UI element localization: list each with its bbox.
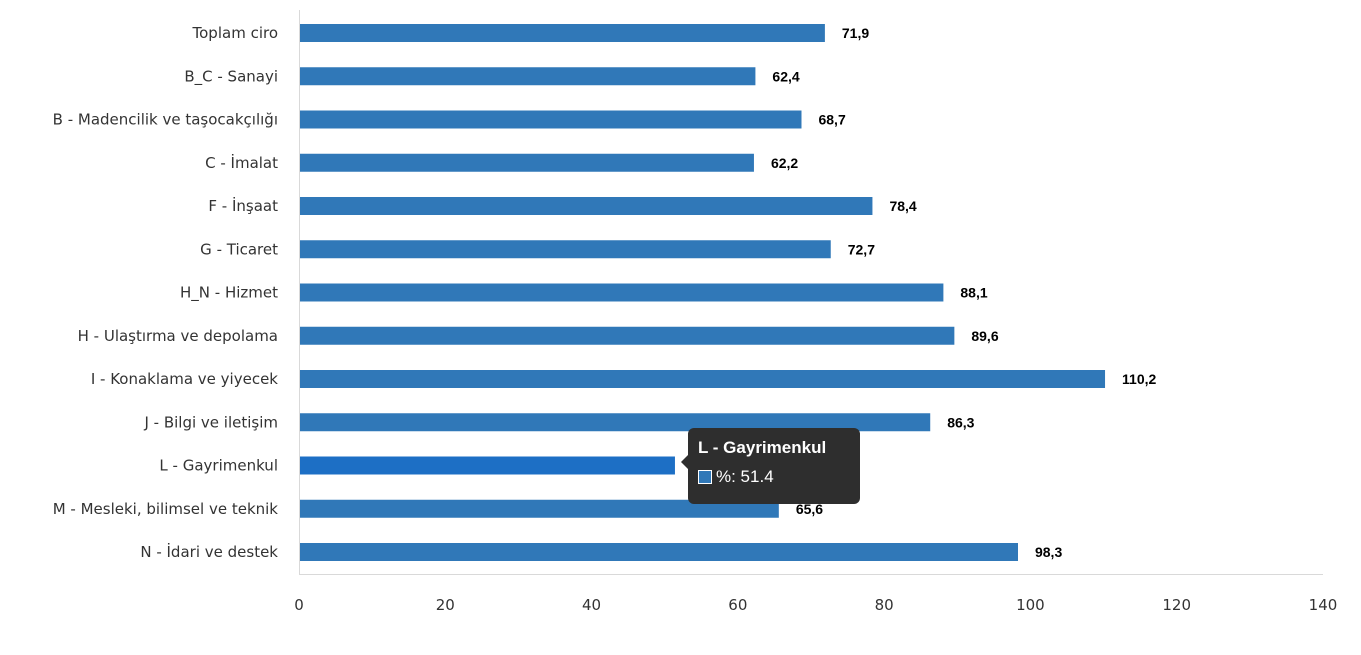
bar <box>300 67 756 86</box>
data-label: 78,4 <box>889 198 916 214</box>
data-label: 62,2 <box>771 155 798 171</box>
x-tick-label: 0 <box>294 596 304 614</box>
tooltip-title: L - Gayrimenkul <box>698 438 827 457</box>
bar <box>300 413 931 432</box>
data-label: 88,1 <box>960 285 987 301</box>
data-label: 62,4 <box>772 68 799 84</box>
category-label: F - İnşaat <box>208 196 278 215</box>
data-label: 86,3 <box>947 414 974 430</box>
category-label: H_N - Hizmet <box>180 284 278 303</box>
bar <box>300 456 675 475</box>
category-label: M - Mesleki, bilimsel ve teknik <box>53 500 279 518</box>
bar <box>300 197 873 215</box>
data-label: 72,7 <box>848 241 875 257</box>
x-tick-label: 100 <box>1016 596 1045 614</box>
x-tick-label: 40 <box>582 596 601 614</box>
data-label: 65,6 <box>796 501 823 517</box>
tooltip-series-swatch <box>698 470 712 484</box>
chart-tooltip: L - Gayrimenkul %: 51.4 <box>681 428 860 504</box>
data-label: 68,7 <box>818 112 845 128</box>
bar <box>300 153 754 172</box>
x-tick-label: 120 <box>1162 596 1191 614</box>
x-tick-label: 20 <box>436 596 455 614</box>
category-label: B - Madencilik ve taşocakçılığı <box>53 111 278 129</box>
data-label: 110,2 <box>1122 371 1156 387</box>
bar <box>300 110 802 129</box>
x-tick-label: 80 <box>875 596 894 614</box>
tooltip-value: %: 51.4 <box>716 467 774 486</box>
data-label: 89,6 <box>971 328 998 344</box>
bar <box>300 499 779 518</box>
tooltip-value-row: %: 51.4 <box>698 467 850 487</box>
category-label: Toplam ciro <box>192 24 278 42</box>
bar <box>300 240 831 259</box>
category-label: C - İmalat <box>205 153 278 172</box>
data-label: 71,9 <box>842 25 869 41</box>
category-label: I - Konaklama ve yiyecek <box>91 370 278 388</box>
category-label: N - İdari ve destek <box>140 542 278 561</box>
data-label: 98,3 <box>1035 544 1062 560</box>
bar <box>300 24 825 42</box>
category-label: B_C - Sanayi <box>184 67 278 86</box>
category-label: G - Ticaret <box>200 240 278 258</box>
bar <box>300 370 1106 388</box>
category-label: J - Bilgi ve iletişim <box>143 413 278 431</box>
bar <box>300 326 955 345</box>
category-label: H - Ulaştırma ve depolama <box>78 327 278 345</box>
category-label: L - Gayrimenkul <box>159 457 278 475</box>
bar <box>300 543 1018 561</box>
bar <box>300 283 944 302</box>
x-tick-label: 140 <box>1309 596 1338 614</box>
x-tick-label: 60 <box>728 596 747 614</box>
